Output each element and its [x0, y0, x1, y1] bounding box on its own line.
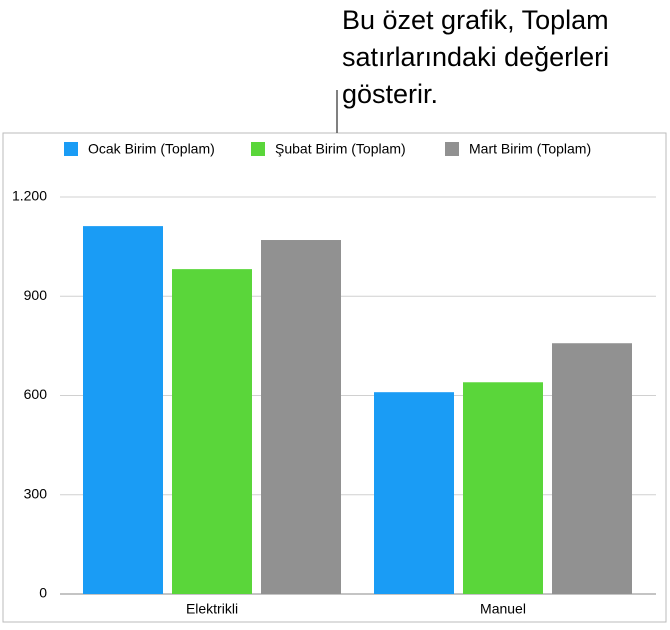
legend-swatch — [445, 142, 459, 156]
y-tick-label: 300 — [24, 485, 48, 501]
bar — [172, 269, 252, 594]
legend-swatch — [251, 142, 265, 156]
annotation-line: satırlarındaki değerleri — [342, 42, 609, 72]
legend-label: Mart Birim (Toplam) — [469, 141, 591, 157]
legend-swatch — [64, 142, 78, 156]
annotation-line: gösterir. — [342, 79, 438, 109]
annotation-line: Bu özet grafik, Toplam — [342, 5, 609, 35]
y-tick-label: 900 — [24, 287, 48, 303]
y-tick-label: 600 — [24, 386, 48, 402]
legend-label: Ocak Birim (Toplam) — [88, 141, 215, 157]
legend-label: Şubat Birim (Toplam) — [275, 141, 406, 157]
y-tick-label: 1.200 — [12, 188, 47, 204]
bar — [552, 343, 632, 594]
x-tick-label: Manuel — [480, 601, 526, 617]
bar — [374, 392, 454, 594]
y-tick-label: 0 — [39, 585, 47, 601]
bar — [261, 240, 341, 594]
x-tick-label: Elektrikli — [186, 601, 238, 617]
bar — [463, 382, 543, 594]
bar — [83, 226, 163, 594]
